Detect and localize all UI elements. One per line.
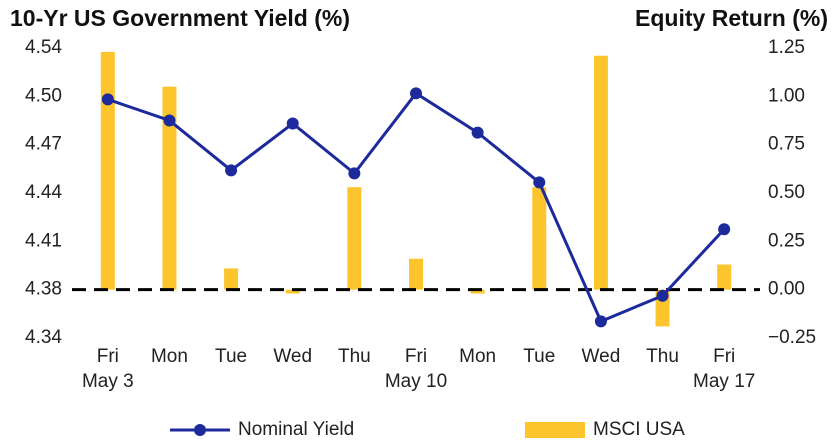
bar bbox=[100, 51, 115, 290]
x-tick-label: Fri May 17 bbox=[693, 346, 756, 392]
y2-tick-label: 0.25 bbox=[768, 230, 805, 251]
marker bbox=[718, 223, 731, 236]
y-tick-label: 4.54 bbox=[25, 37, 62, 58]
x-tick-label: Wed bbox=[273, 346, 313, 367]
marker bbox=[225, 164, 238, 177]
legend-label: MSCI USA bbox=[593, 419, 685, 440]
marker bbox=[471, 126, 484, 139]
x-tick-label: Thu bbox=[337, 346, 371, 367]
bar bbox=[409, 258, 423, 290]
y2-tick-label: 1.25 bbox=[768, 37, 805, 58]
y-tick-label: 4.50 bbox=[25, 85, 62, 106]
y2-tick-label: 0.50 bbox=[768, 182, 805, 203]
legend-marker bbox=[194, 424, 206, 436]
bar bbox=[593, 55, 608, 290]
x-tick-label: Thu bbox=[646, 346, 679, 367]
marker bbox=[286, 117, 299, 130]
right-title: Equity Return (%) bbox=[635, 5, 828, 31]
y2-tick-label: −0.25 bbox=[768, 327, 816, 348]
bar bbox=[470, 289, 485, 294]
x-tick-label: Fri May 10 bbox=[384, 346, 448, 392]
bar bbox=[285, 289, 300, 294]
legend-label: Nominal Yield bbox=[238, 419, 354, 440]
bar bbox=[532, 187, 547, 290]
marker bbox=[533, 176, 546, 189]
marker bbox=[594, 315, 607, 328]
bar bbox=[224, 268, 239, 290]
marker bbox=[348, 167, 361, 180]
left-title: 10-Yr US Government Yield (%) bbox=[10, 5, 350, 31]
y-tick-label: 4.34 bbox=[25, 327, 62, 348]
marker bbox=[410, 87, 422, 100]
marker bbox=[656, 289, 669, 302]
bar bbox=[347, 187, 362, 290]
x-tick-label: Mon bbox=[150, 346, 188, 367]
y-tick-label: 4.44 bbox=[25, 182, 62, 203]
x-tick-label: Wed bbox=[581, 346, 621, 367]
x-tick-label: Tue bbox=[523, 346, 556, 367]
y2-tick-label: 0.00 bbox=[768, 279, 805, 300]
y-tick-label: 4.38 bbox=[25, 279, 62, 300]
y2-tick-label: 0.75 bbox=[768, 134, 805, 155]
y2-tick-label: 1.00 bbox=[768, 85, 805, 106]
bar bbox=[162, 86, 177, 290]
y-tick-label: 4.47 bbox=[25, 134, 62, 155]
x-tick-label: Fri May 3 bbox=[81, 346, 134, 392]
legend-swatch bbox=[525, 422, 585, 438]
marker bbox=[101, 93, 114, 106]
x-tick-label: Tue bbox=[215, 346, 248, 367]
y-tick-label: 4.41 bbox=[25, 230, 62, 251]
x-tick-label: Mon bbox=[459, 346, 497, 367]
marker bbox=[163, 114, 176, 127]
bar bbox=[717, 264, 732, 290]
